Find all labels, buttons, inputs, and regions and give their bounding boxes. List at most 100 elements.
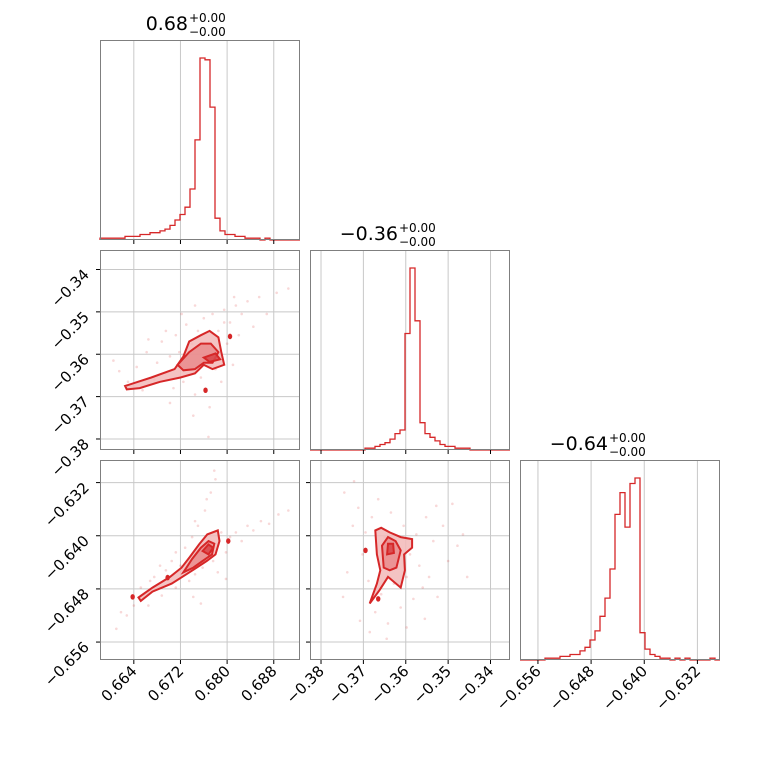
- tick-label-y: −0.656: [41, 638, 93, 690]
- scatter-point: [240, 312, 243, 316]
- scatter-point: [446, 559, 450, 563]
- scatter-point: [214, 477, 217, 481]
- scatter-point: [209, 491, 213, 494]
- scatter-point: [115, 627, 118, 631]
- scatter-point: [208, 405, 211, 409]
- scatter-point: [217, 329, 220, 333]
- scatter-point: [119, 610, 123, 614]
- scatter-point: [287, 509, 290, 512]
- tick-label-x: −0.632: [652, 662, 704, 714]
- tick-label-y: −0.38: [48, 435, 93, 480]
- scatter-point: [399, 606, 402, 609]
- scatter-point: [357, 506, 360, 510]
- scatter-point: [386, 622, 390, 625]
- scatter-point: [402, 524, 405, 528]
- scatter-point: [187, 579, 191, 583]
- tick-label-x: −0.648: [546, 662, 598, 714]
- scatter-point: [222, 321, 226, 324]
- histogram-0: [99, 57, 300, 241]
- scatter-point: [172, 386, 175, 390]
- tick-label-y: −0.34: [48, 266, 93, 311]
- scatter-point: [231, 363, 235, 367]
- contour-island: [130, 594, 135, 600]
- panel-2-0: 0.664 0.672 0.680 0.688 −0.656−0.648−0.640−0…: [41, 460, 300, 705]
- scatter-point: [205, 497, 209, 501]
- title-upper-error: +0.00: [399, 221, 436, 235]
- scatter-point: [117, 369, 121, 373]
- tick-label-x: −0.36: [367, 662, 412, 707]
- tick-label-x: −0.37: [325, 662, 370, 707]
- scatter-point: [203, 509, 207, 512]
- scatter-point: [361, 553, 364, 556]
- title-lower-error: −0.00: [609, 445, 646, 459]
- scatter-point: [358, 619, 362, 623]
- scatter-point: [191, 414, 195, 417]
- scatter-point: [234, 531, 238, 534]
- scatter-point: [191, 595, 195, 599]
- scatter-point: [351, 524, 355, 528]
- scatter-point: [174, 551, 178, 554]
- scatter-point: [389, 511, 393, 514]
- tick-label-x: −0.34: [452, 662, 497, 707]
- title-value: −0.64: [550, 433, 608, 455]
- title-0: 0.68 +0.00−0.00: [146, 11, 226, 39]
- tick-label-x: −0.35: [410, 662, 455, 707]
- pair-2-marks: [341, 479, 469, 641]
- scatter-point: [216, 570, 220, 574]
- scatter-point: [199, 602, 203, 605]
- title-lower-error: −0.00: [399, 235, 436, 249]
- scatter-point: [259, 519, 263, 523]
- scatter-point: [148, 579, 152, 583]
- scatter-point: [415, 533, 418, 536]
- tick-label-y: −0.35: [48, 308, 93, 353]
- scatter-point: [222, 308, 226, 312]
- scatter-point: [170, 559, 174, 563]
- scatter-point: [145, 350, 148, 354]
- tick-label-y: −0.37: [48, 393, 93, 438]
- scatter-point: [112, 359, 115, 362]
- panel-frame: [310, 460, 510, 660]
- scatter-point: [182, 380, 185, 384]
- contour-island: [203, 387, 208, 394]
- scatter-point: [126, 380, 130, 384]
- scatter-point: [174, 333, 178, 337]
- panel-1-1: −0.36 +0.00−0.00: [310, 221, 510, 454]
- title-1: −0.36 +0.00−0.00: [340, 221, 436, 249]
- panel-0-0: 0.68 +0.00−0.00: [99, 11, 300, 244]
- title-upper-error: +0.00: [189, 11, 226, 25]
- scatter-point: [228, 321, 232, 324]
- scatter-point: [367, 579, 370, 583]
- panel-2-2: −0.656 −0.648 −0.640 −0.632 −0.64 +0.00−0.00: [493, 431, 720, 714]
- scatter-point: [252, 529, 255, 532]
- scatter-point: [179, 564, 182, 567]
- scatter-point: [180, 312, 183, 316]
- pair-1-marks: [115, 469, 290, 631]
- scatter-point: [373, 610, 377, 614]
- scatter-point: [147, 604, 150, 607]
- scatter-point: [160, 594, 164, 597]
- scatter-point: [228, 535, 232, 539]
- panel-1-0: −0.38−0.37−0.36−0.35−0.34: [48, 250, 300, 480]
- scatter-point: [456, 544, 459, 548]
- scatter-point: [219, 531, 223, 534]
- scatter-point: [252, 325, 255, 328]
- contour-island: [363, 547, 368, 554]
- scatter-point: [201, 566, 204, 569]
- panel-frame: [520, 460, 720, 660]
- scatter-point: [234, 304, 238, 307]
- scatter-point: [345, 570, 349, 574]
- scatter-point: [174, 586, 178, 589]
- scatter-point: [207, 435, 210, 439]
- scatter-point: [370, 515, 374, 519]
- pair-0-marks: [112, 287, 290, 439]
- scatter-point: [461, 533, 465, 536]
- scatter-point: [193, 572, 197, 576]
- scatter-point: [287, 287, 290, 290]
- title-upper-error: +0.00: [609, 431, 646, 445]
- scatter-point: [152, 575, 156, 579]
- scatter-point: [183, 546, 187, 550]
- scatter-point: [432, 539, 435, 543]
- tick-label-x: 0.680: [191, 662, 234, 705]
- scatter-point: [341, 595, 345, 599]
- scatter-point: [246, 299, 249, 303]
